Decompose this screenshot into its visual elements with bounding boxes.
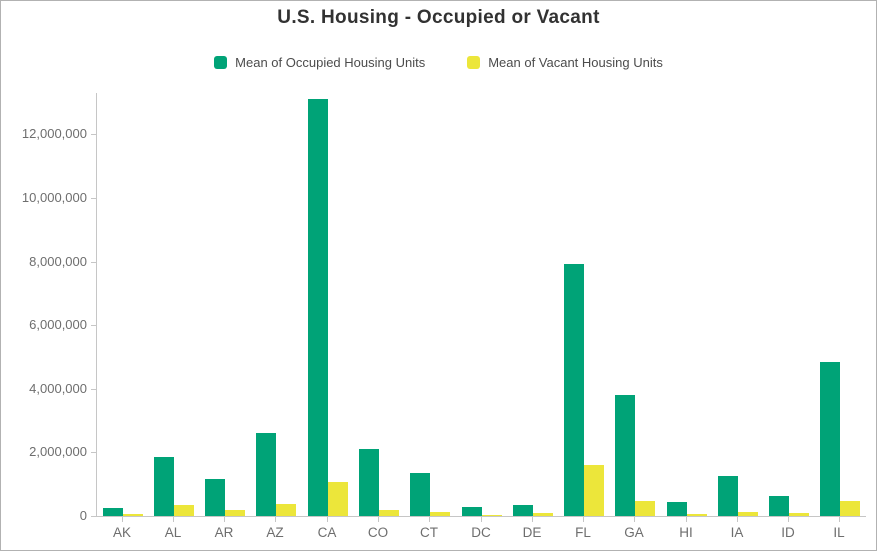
- x-tick-mark: [583, 517, 584, 522]
- bar-occupied-ga[interactable]: [615, 395, 635, 516]
- x-tick-label-co: CO: [367, 525, 389, 540]
- x-tick-mark: [173, 517, 174, 522]
- bar-vacant-de[interactable]: [533, 513, 553, 516]
- bar-occupied-il[interactable]: [820, 362, 840, 516]
- bar-vacant-dc[interactable]: [482, 515, 502, 516]
- bar-occupied-co[interactable]: [359, 449, 379, 516]
- y-tick-label: 6,000,000: [29, 317, 87, 332]
- x-tick-label-ak: AK: [112, 525, 131, 540]
- x-tick-label-al: AL: [164, 525, 182, 540]
- bar-occupied-de[interactable]: [513, 505, 533, 516]
- y-tick-label: 0: [79, 508, 87, 523]
- y-tick-label: 8,000,000: [29, 254, 87, 269]
- bar-vacant-id[interactable]: [789, 513, 809, 516]
- plot-area: [96, 93, 866, 517]
- bar-occupied-al[interactable]: [154, 457, 174, 516]
- bar-vacant-co[interactable]: [379, 510, 399, 516]
- bar-vacant-hi[interactable]: [687, 514, 707, 516]
- bar-occupied-hi[interactable]: [667, 502, 687, 516]
- bar-vacant-ct[interactable]: [430, 512, 450, 516]
- legend-item-occupied[interactable]: Mean of Occupied Housing Units: [214, 55, 425, 70]
- bar-vacant-al[interactable]: [174, 505, 194, 516]
- x-tick-label-ar: AR: [214, 525, 234, 540]
- x-tick-mark: [224, 517, 225, 522]
- bar-occupied-ar[interactable]: [205, 479, 225, 516]
- bar-occupied-az[interactable]: [256, 433, 276, 516]
- bar-vacant-fl[interactable]: [584, 465, 604, 516]
- x-tick-mark: [275, 517, 276, 522]
- x-tick-mark: [788, 517, 789, 522]
- chart-title: U.S. Housing - Occupied or Vacant: [277, 7, 600, 28]
- x-tick-mark: [481, 517, 482, 522]
- y-tick-label: 4,000,000: [29, 381, 87, 396]
- x-tick-label-id: ID: [781, 525, 795, 540]
- bar-vacant-ar[interactable]: [225, 510, 245, 516]
- y-tick-mark: [91, 262, 96, 263]
- x-tick-mark: [327, 517, 328, 522]
- x-tick-label-fl: FL: [575, 525, 591, 540]
- y-tick-mark: [91, 452, 96, 453]
- x-tick-mark: [686, 517, 687, 522]
- y-tick-mark: [91, 389, 96, 390]
- y-tick-mark: [91, 198, 96, 199]
- bar-vacant-az[interactable]: [276, 504, 296, 516]
- x-tick-label-ia: IA: [730, 525, 744, 540]
- x-tick-mark: [839, 517, 840, 522]
- x-tick-mark: [122, 517, 123, 522]
- bar-vacant-ia[interactable]: [738, 512, 758, 516]
- x-tick-mark: [634, 517, 635, 522]
- x-tick-mark: [532, 517, 533, 522]
- vacant-series-swatch-icon: [467, 56, 481, 69]
- y-tick-mark: [91, 325, 96, 326]
- y-tick-mark: [91, 134, 96, 135]
- y-tick-label: 2,000,000: [29, 444, 87, 459]
- bar-vacant-ca[interactable]: [328, 482, 348, 516]
- bar-occupied-ia[interactable]: [718, 476, 738, 516]
- x-tick-label-ca: CA: [317, 525, 337, 540]
- x-tick-label-il: IL: [833, 525, 845, 540]
- bar-occupied-ca[interactable]: [308, 99, 328, 516]
- bar-occupied-id[interactable]: [769, 496, 789, 516]
- bar-vacant-ak[interactable]: [123, 514, 143, 516]
- bar-occupied-ak[interactable]: [103, 508, 123, 516]
- legend-item-vacant[interactable]: Mean of Vacant Housing Units: [467, 55, 663, 70]
- y-tick-mark: [91, 516, 96, 517]
- x-tick-label-ct: CT: [420, 525, 438, 540]
- x-tick-mark: [378, 517, 379, 522]
- x-tick-label-de: DE: [522, 525, 542, 540]
- occupied-series-swatch-icon: [214, 56, 228, 69]
- x-tick-label-ga: GA: [624, 525, 644, 540]
- bar-vacant-ga[interactable]: [635, 501, 655, 516]
- legend-label-vacant: Mean of Vacant Housing Units: [488, 55, 663, 70]
- x-tick-label-hi: HI: [679, 525, 693, 540]
- legend: Mean of Occupied Housing Units Mean of V…: [1, 55, 876, 70]
- legend-label-occupied: Mean of Occupied Housing Units: [235, 55, 426, 70]
- bar-occupied-ct[interactable]: [410, 473, 430, 516]
- y-tick-label: 12,000,000: [21, 126, 87, 141]
- bar-vacant-il[interactable]: [840, 501, 860, 516]
- bar-occupied-dc[interactable]: [462, 507, 482, 516]
- y-tick-label: 10,000,000: [21, 190, 87, 205]
- x-tick-mark: [429, 517, 430, 522]
- x-tick-label-az: AZ: [266, 525, 284, 540]
- bar-occupied-fl[interactable]: [564, 264, 584, 516]
- x-tick-label-dc: DC: [471, 525, 491, 540]
- x-tick-mark: [737, 517, 738, 522]
